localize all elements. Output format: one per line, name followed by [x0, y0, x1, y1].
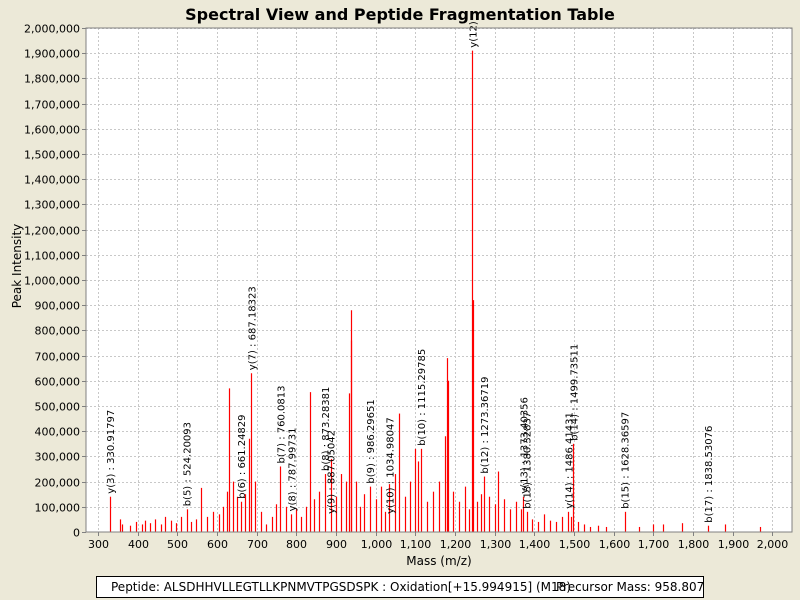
y-tick-label: 1,900,000 — [24, 48, 80, 61]
y-tick-label: 300,000 — [35, 451, 81, 464]
x-tick-label: 600 — [207, 538, 228, 551]
y-tick-label: 1,400,000 — [24, 174, 80, 187]
peak-annotation-label: b(12) : 1273.36719 — [480, 377, 491, 474]
y-tick-label: 100,000 — [35, 502, 81, 515]
chart-title: Spectral View and Peptide Fragmentation … — [185, 5, 615, 24]
y-tick-label: 600,000 — [35, 376, 81, 389]
peaks — [109, 50, 762, 532]
y-tick-label: 1,800,000 — [24, 73, 80, 86]
peak-annotation-label: y(3) : 330.91797 — [106, 410, 117, 494]
y-tick-label: 1,500,000 — [24, 149, 80, 162]
peak-annotation-label: y(12) — [468, 21, 479, 48]
peak-annotation-label: b(9) : 986.29651 — [366, 399, 377, 483]
peak-annotation-label: b(5) : 524.20093 — [183, 422, 194, 506]
x-tick-label: 900 — [326, 538, 347, 551]
peak-annotation-label: y(8) : 787.99731 — [288, 428, 299, 512]
y-tick-label: 800,000 — [35, 325, 81, 338]
peak-annotation-label: b(15) : 1628.36597 — [621, 412, 632, 509]
grid-lines — [86, 28, 792, 532]
x-tick-label: 300 — [88, 538, 109, 551]
peak-annotations: y(3) : 330.91797 b(5) : 524.20093 b(6) : 6… — [106, 21, 715, 523]
y-tick-label: 1,300,000 — [24, 199, 80, 212]
x-tick-label: 1,400 — [519, 538, 551, 551]
x-tick-label: 400 — [128, 538, 149, 551]
x-tick-label: 1,000 — [361, 538, 393, 551]
y-tick-label: 1,000,000 — [24, 275, 80, 288]
peak-annotation-label: b(10) : 1115.29785 — [417, 349, 428, 446]
y-tick-label: 200,000 — [35, 477, 81, 490]
plot-frame — [85, 27, 793, 533]
peak-annotation-label: y(7) : 687.18323 — [247, 286, 258, 370]
x-tick-label: 1,100 — [400, 538, 432, 551]
precursor-mass-label: Precursor Mass: 958.8077 — [556, 580, 704, 594]
x-tick-label: 700 — [247, 538, 268, 551]
y-tick-label: 500,000 — [35, 401, 81, 414]
y-tick-label: 1,200,000 — [24, 225, 80, 238]
peak-annotation-label: b(13) : 1380.32837 — [523, 412, 534, 509]
y-tick-label: 2,000,000 — [24, 23, 80, 36]
peak-annotation-label: y(9) : 887.05042 — [327, 430, 338, 514]
peak-annotation-label: b(14) : 1499.73511 — [570, 344, 581, 441]
peak-annotation-label: y(10) : 1034.98047 — [385, 417, 396, 514]
peak-annotation-label: y(13) : 1373.40356 — [520, 397, 531, 494]
y-axis-label: Peak Intensity — [10, 224, 24, 309]
y-tick-label: 900,000 — [35, 300, 81, 313]
x-tick-label: 1,300 — [480, 538, 512, 551]
y-tick-label: 1,700,000 — [24, 99, 80, 112]
x-tick-label: 1,500 — [559, 538, 591, 551]
peptide-sequence-label: Peptide: ALSDHHVLLEGTLLKPNMVTPGSDSPK : O… — [111, 580, 571, 594]
x-tick-label: 1,900 — [718, 538, 750, 551]
y-tick-label: 1,100,000 — [24, 250, 80, 263]
peak-annotation-label: y(14) : 1486.41431 — [564, 412, 575, 509]
x-tick-label: 1,200 — [440, 538, 472, 551]
x-tick-label: 1,700 — [638, 538, 670, 551]
axes: 0 100,000 200,000 300,000 400,000 500,000 600,… — [24, 23, 793, 551]
x-tick-label: 2,000 — [757, 538, 789, 551]
peptide-info-box: Peptide: ALSDHHVLLEGTLLKPNMVTPGSDSPK : O… — [96, 576, 704, 598]
y-tick-label: 700,000 — [35, 351, 81, 364]
x-tick-label: 500 — [167, 538, 188, 551]
x-axis-label: Mass (m/z) — [406, 554, 471, 568]
peak-annotation-label: b(17) : 1838.53076 — [704, 426, 715, 523]
y-tick-label: 0 — [73, 527, 80, 540]
peak-annotation-label: b(6) : 661.24829 — [237, 414, 248, 498]
y-tick-label: 1,600,000 — [24, 124, 80, 137]
y-tick-label: 400,000 — [35, 426, 81, 439]
peak-annotation-label: b(7) : 760.0813 — [276, 386, 287, 464]
spectrum-chart: Spectral View and Peptide Fragmentation … — [10, 5, 793, 568]
x-tick-label: 1,600 — [599, 538, 631, 551]
x-tick-label: 1,800 — [678, 538, 710, 551]
peak-annotation-label: b(8) : 873.28381 — [321, 387, 332, 471]
x-tick-label: 800 — [286, 538, 307, 551]
